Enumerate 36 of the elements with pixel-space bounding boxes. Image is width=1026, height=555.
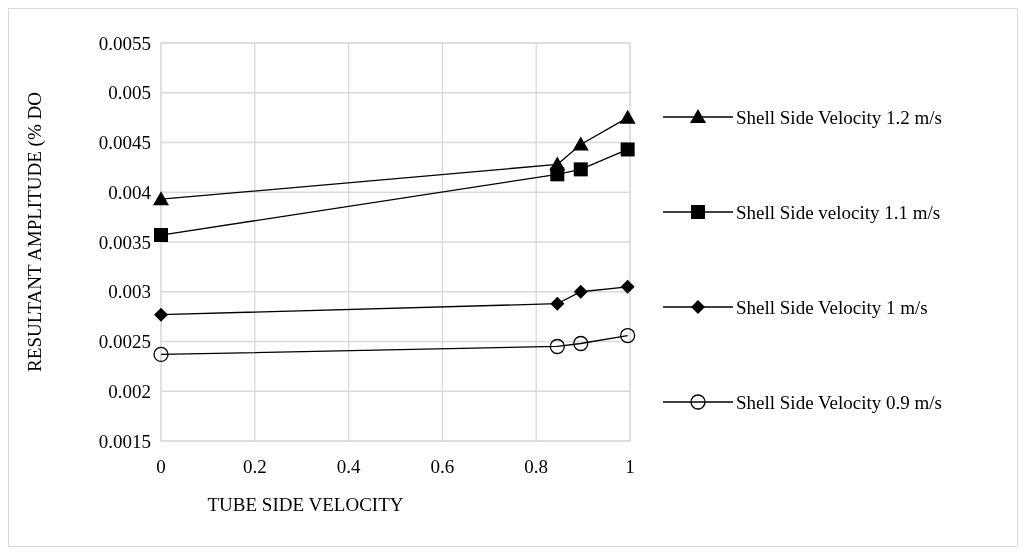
point <box>573 162 588 177</box>
x-tick-label: 0.6 <box>430 456 455 477</box>
legend-label: Shell Side velocity 1.1 m/s <box>736 201 941 223</box>
point <box>573 284 588 299</box>
x-tick-label: 0 <box>156 456 166 477</box>
y-tick-label: 0.0055 <box>98 32 151 54</box>
point <box>620 327 636 344</box>
legend-label: Shell Side Velocity 1 m/s <box>736 296 928 318</box>
y-tick-label: 0.002 <box>108 380 151 402</box>
point <box>153 346 169 363</box>
y-tick-label: 0.0035 <box>98 231 151 253</box>
x-tick-label: 0.4 <box>336 456 361 477</box>
y-axis-title: RESULTANT AMPLITUDE (% DO <box>24 92 46 372</box>
y-tick-label: 0.0025 <box>98 331 151 353</box>
x-tick-label: 1 <box>625 456 635 477</box>
x-tick-label: 0.2 <box>242 456 267 477</box>
y-tick-label: 0.003 <box>108 281 151 303</box>
point <box>549 338 565 355</box>
point <box>550 167 565 182</box>
y-tick-label: 0.005 <box>108 82 151 104</box>
point <box>619 109 636 124</box>
point <box>620 279 635 294</box>
y-tick-label: 0.004 <box>108 181 152 203</box>
point <box>153 191 169 206</box>
point <box>573 335 589 352</box>
point <box>154 307 168 322</box>
legend-label: Shell Side Velocity 0.9 m/s <box>736 391 943 413</box>
point <box>550 296 565 311</box>
point <box>572 136 589 151</box>
point <box>620 142 635 157</box>
x-axis-title: TUBE SIDE VELOCITY <box>207 494 404 515</box>
y-tick-label: 0.0045 <box>98 132 151 154</box>
point <box>154 228 168 243</box>
x-tick-label: 0.8 <box>524 456 549 477</box>
y-tick-label: 0.0015 <box>98 430 151 452</box>
legend-label: Shell Side Velocity 1.2 m/s <box>736 106 943 128</box>
